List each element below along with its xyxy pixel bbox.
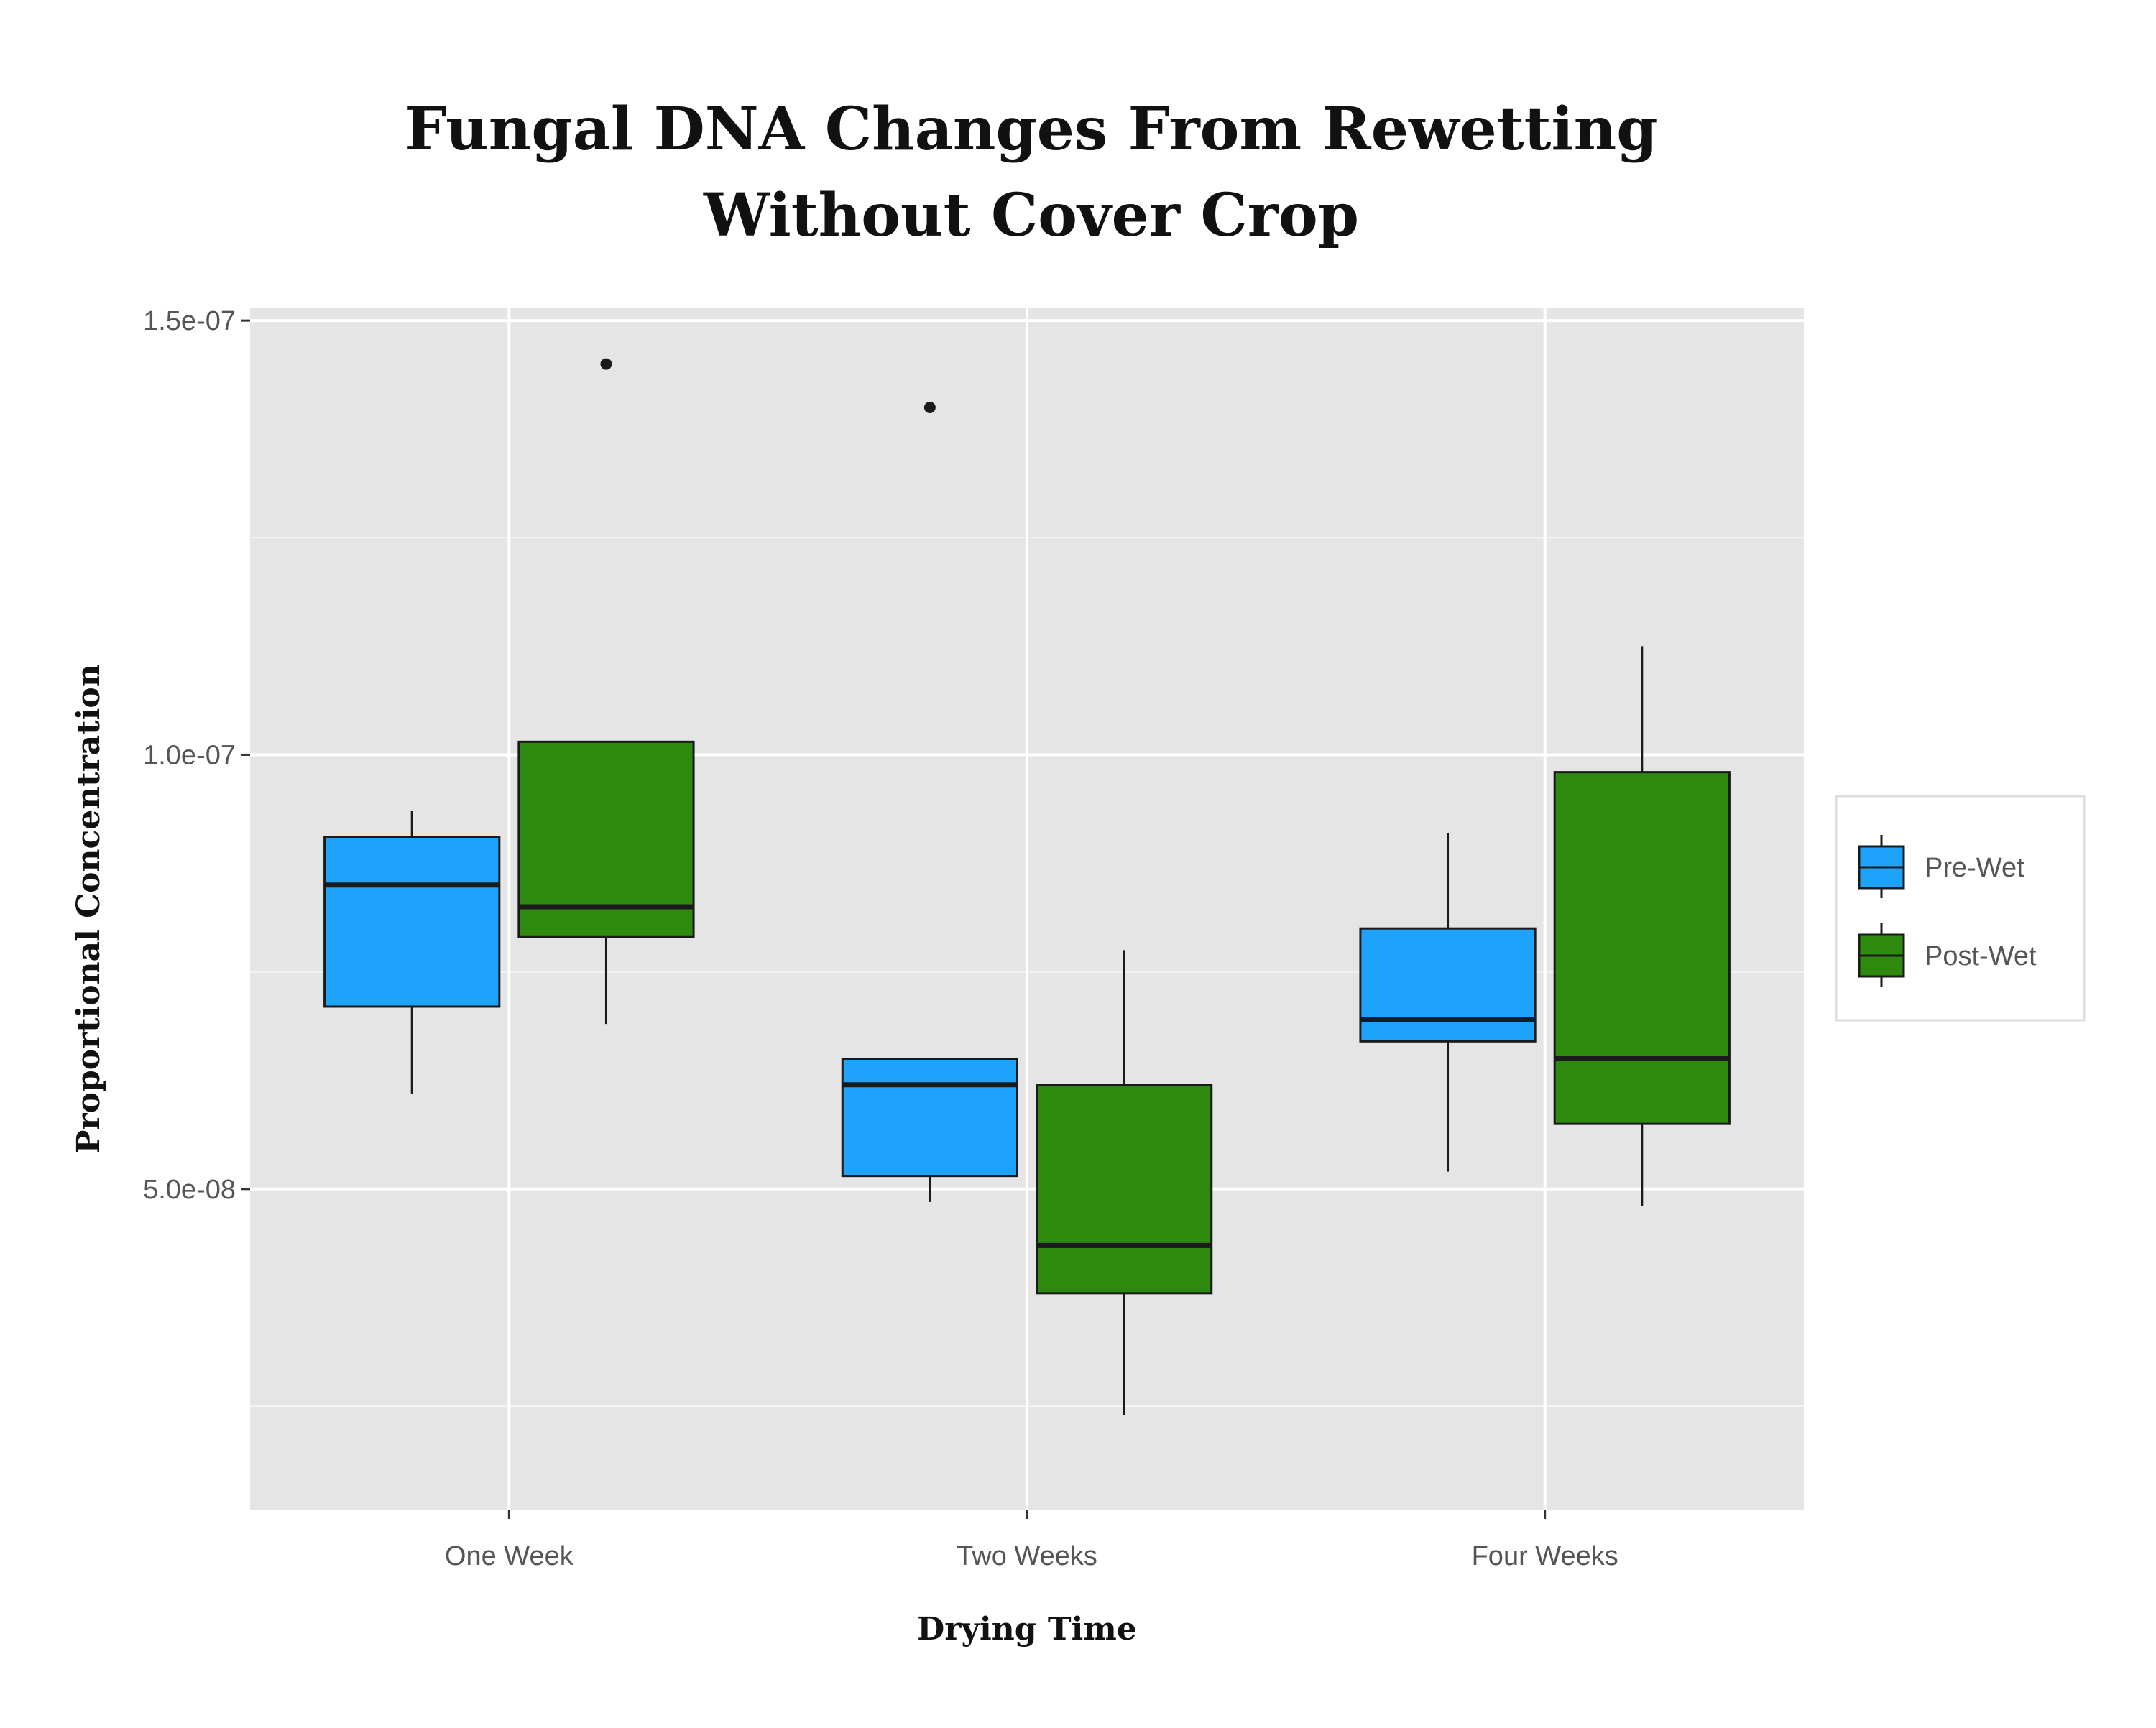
box-body xyxy=(323,836,501,1008)
box-post-wet-1 xyxy=(517,358,695,1025)
box-post-wet-3 xyxy=(1553,646,1731,1206)
gridlines xyxy=(250,308,1804,1510)
legend: Pre-Wet Post-Wet xyxy=(1858,835,2037,987)
legend-item-post-wet: Post-Wet xyxy=(1858,923,2037,987)
y-axis-title: Proportional Concentration xyxy=(70,664,107,1153)
legend-item-pre-wet: Pre-Wet xyxy=(1858,835,2024,898)
outlier-point xyxy=(923,401,936,413)
chart-title-line-1: Fungal DNA Changes From Rewetting xyxy=(405,95,1657,164)
legend-box xyxy=(1835,795,2086,1022)
box-body xyxy=(1553,771,1731,1125)
legend-label: Post-Wet xyxy=(1925,941,2037,971)
x-tick-label: One Week xyxy=(445,1541,574,1571)
x-tick-label: Two Weeks xyxy=(957,1541,1097,1571)
box-body xyxy=(841,1057,1018,1178)
boxes xyxy=(323,358,1731,1415)
legend-label: Pre-Wet xyxy=(1925,853,2024,883)
box-body xyxy=(1359,927,1537,1043)
box-pre-wet-3 xyxy=(1359,833,1537,1172)
x-tick-label: Four Weeks xyxy=(1472,1541,1618,1571)
chart-title-line-2: Without Cover Crop xyxy=(703,181,1359,250)
y-tick-label: 5.0e-08 xyxy=(143,1175,236,1205)
y-tick-label: 1.5e-07 xyxy=(143,306,236,336)
axes: 5.0e-08 1.0e-07 1.5e-07 One Week Two Weeks Fo… xyxy=(143,306,1618,1571)
box-post-wet-2 xyxy=(1036,950,1213,1415)
outlier-point xyxy=(600,358,612,370)
y-tick-label: 1.0e-07 xyxy=(143,740,236,770)
box-body xyxy=(1036,1084,1213,1295)
box-pre-wet-1 xyxy=(323,811,501,1094)
box-pre-wet-2 xyxy=(841,401,1018,1202)
x-axis-title: Drying Time xyxy=(917,1611,1137,1648)
